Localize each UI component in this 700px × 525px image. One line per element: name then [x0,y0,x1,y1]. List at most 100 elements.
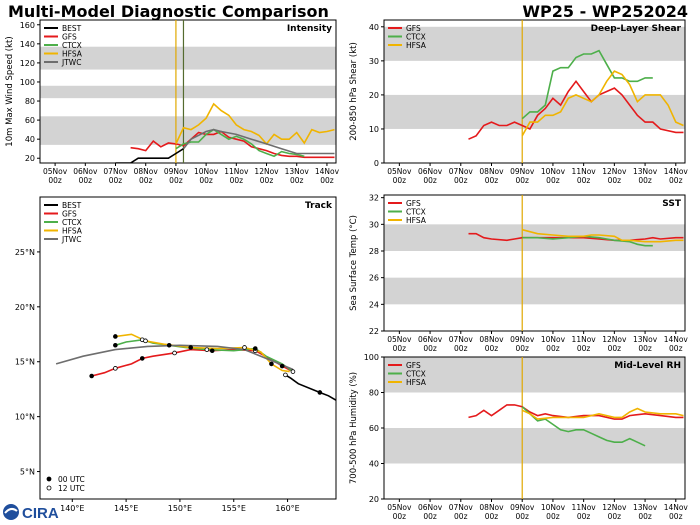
x-tick-label-hour: 00z [454,344,468,353]
series-line-ctcx [521,406,646,447]
y-tick-label: 60 [25,116,35,125]
y-axis-label: 10m Max Wind Speed (kt) [5,36,15,146]
marker-legend-label: 00 UTC [58,475,85,484]
track-marker-best [317,390,323,395]
x-tick-label-hour: 00z [577,512,591,521]
series-line-best [115,148,184,163]
track-marker-ctcx [166,342,172,348]
legend-label: HFSA [62,227,83,236]
series-line-gfs [91,348,292,377]
x-tick-label-hour: 00z [485,512,499,521]
y-axis-label: 200-850 hPa Shear (kt) [349,42,359,141]
series-line-hfsa [521,228,684,243]
storm-id: WP25 - WP252024 [522,2,688,21]
x-tick-label-date: 07Nov [449,167,474,176]
x-tick-label: 155°E [222,504,246,513]
legend-label: HFSA [406,216,427,225]
legend-label: CTCX [406,208,426,217]
y-tick-label: 30 [369,57,379,66]
x-tick-label-date: 05Nov [43,167,68,176]
y-tick-label: 20 [369,91,379,100]
shaded-band [384,428,685,464]
shaded-band [40,116,336,145]
y-tick-label: 26 [369,274,379,283]
plot-frame [39,19,337,164]
x-tick-label-date: 14Nov [664,503,689,512]
x-tick-label-hour: 00z [638,512,652,521]
shaded-band [384,357,685,393]
cira-logo: CIRA [3,504,59,522]
shaded-band [40,46,336,70]
legend-label: HFSA [406,41,427,50]
y-tick-label: 5°N [20,468,35,477]
x-tick-label-date: 08Nov [479,335,504,344]
track-marker-ctcx [204,347,210,352]
y-tick-label: 22 [369,327,379,336]
panel-title: Intensity [287,24,332,34]
x-tick-label-hour: 00z [230,176,244,185]
track-marker-hfsa [188,345,193,350]
track-marker-gfs [279,363,285,369]
x-tick-label-date: 09Nov [510,335,535,344]
legend-label: GFS [406,361,421,370]
x-tick-label-hour: 00z [577,176,591,185]
y-tick-label: 0 [374,159,379,168]
x-tick-label-date: 05Nov [387,335,412,344]
y-tick-label: 15°N [15,358,35,367]
x-tick-label-date: 12Nov [602,335,627,344]
x-tick-label-hour: 00z [546,344,560,353]
x-tick-label-hour: 00z [669,176,683,185]
x-tick-label-hour: 00z [515,512,529,521]
legend-label: BEST [62,24,82,33]
series-line-ctcx [115,338,294,373]
series-line-gfs [130,130,335,159]
legend-label: CTCX [406,33,426,42]
series-line-hfsa [175,102,335,146]
x-tick-label-hour: 00z [79,176,93,185]
legend-label: BEST [62,201,82,210]
x-tick-label-date: 05Nov [387,503,412,512]
x-tick-label-date: 14Nov [664,167,689,176]
x-tick-label-hour: 00z [608,344,622,353]
y-tick-label: 100 [364,353,379,362]
x-tick-label-hour: 00z [454,512,468,521]
x-tick-label-date: 07Nov [449,503,474,512]
panel-title: Mid-Level RH [614,361,681,371]
y-tick-label: 40 [25,135,35,144]
x-tick-label-date: 05Nov [387,167,412,176]
globe-icon [3,504,19,520]
x-tick-label-hour: 00z [423,344,437,353]
x-tick-label-hour: 00z [608,176,622,185]
x-tick-label-date: 11Nov [572,503,597,512]
x-tick-label-date: 06Nov [418,503,443,512]
plot-frame [383,194,686,332]
x-tick-label-hour: 00z [48,176,62,185]
legend-label: CTCX [406,370,426,379]
x-tick-label-hour: 00z [393,344,407,353]
x-tick-label-hour: 00z [393,512,407,521]
x-tick-label-hour: 00z [638,176,652,185]
series-line-gfs [468,404,684,420]
x-tick-label-date: 11Nov [572,167,597,176]
x-tick-label-hour: 00z [109,176,123,185]
legend-label: GFS [406,24,421,33]
x-tick-label-hour: 00z [515,344,529,353]
x-tick-label-hour: 00z [320,176,334,185]
x-tick-label-date: 10Nov [541,335,566,344]
series-line-jtwc [182,128,335,155]
series-line-ctcx [175,128,305,158]
x-tick-label: 140°E [60,504,84,513]
y-tick-label: 30 [369,220,379,229]
x-tick-label-date: 11Nov [572,335,597,344]
x-tick-label-hour: 00z [546,512,560,521]
x-tick-label-date: 11Nov [224,167,249,176]
x-tick-label-date: 13Nov [633,335,658,344]
series-line-hfsa [521,407,684,420]
y-tick-label: 10°N [15,413,35,422]
track-marker-best [283,372,288,378]
legend-label: CTCX [62,41,82,50]
x-tick-label-date: 06Nov [73,167,98,176]
x-tick-label-date: 10Nov [541,503,566,512]
x-tick-label-date: 12Nov [602,503,627,512]
y-tick-label: 20 [369,495,379,504]
